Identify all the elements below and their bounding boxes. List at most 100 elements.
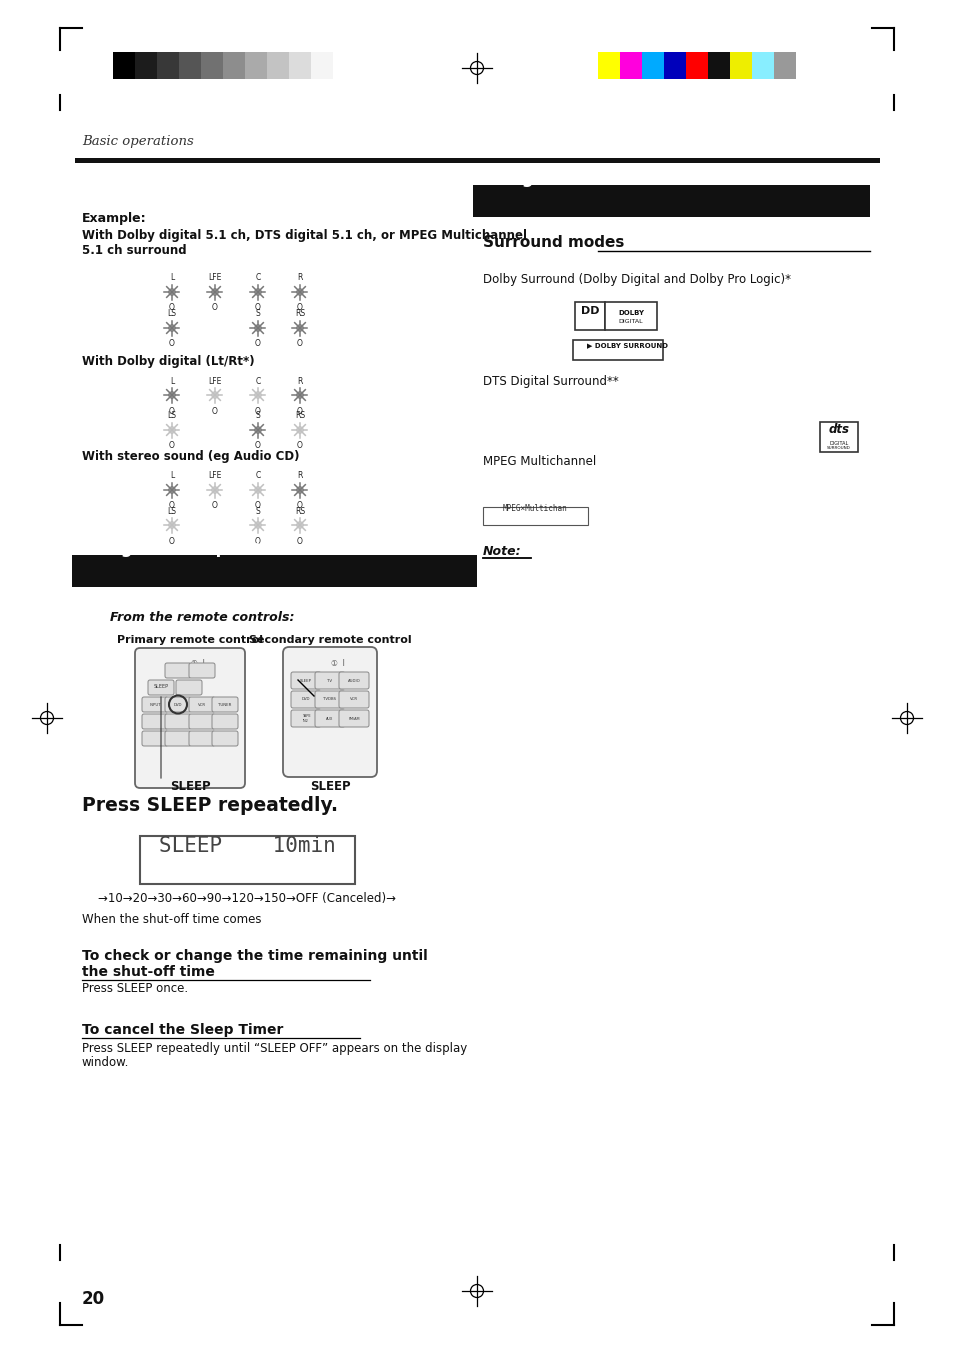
Bar: [311, 51, 333, 78]
Text: RS: RS: [294, 412, 305, 420]
Text: Basic operations: Basic operations: [82, 135, 193, 149]
Text: 20: 20: [82, 1290, 105, 1308]
Text: O: O: [254, 501, 261, 511]
FancyBboxPatch shape: [189, 697, 214, 712]
Text: ▶ DOLBY SURROUND: ▶ DOLBY SURROUND: [586, 342, 667, 349]
Text: SLEEP: SLEEP: [170, 780, 210, 793]
Text: O: O: [296, 536, 303, 546]
Bar: [641, 51, 663, 78]
FancyBboxPatch shape: [314, 690, 345, 708]
Text: S: S: [255, 412, 260, 420]
Text: MPEG Multichannel: MPEG Multichannel: [482, 455, 596, 467]
Text: O: O: [296, 304, 303, 312]
FancyBboxPatch shape: [291, 671, 320, 689]
Bar: [685, 51, 707, 78]
Bar: [289, 51, 311, 78]
Bar: [135, 51, 157, 78]
Text: window.: window.: [82, 1056, 130, 1069]
Bar: [112, 51, 135, 78]
Text: SLEEP    10min: SLEEP 10min: [158, 836, 335, 857]
Text: TVDBS: TVDBS: [323, 697, 336, 701]
Text: With Dolby digital 5.1 ch, DTS digital 5.1 ch, or MPEG Multichannel: With Dolby digital 5.1 ch, DTS digital 5…: [82, 230, 526, 242]
Text: Surround modes: Surround modes: [482, 235, 623, 250]
Text: R: R: [297, 273, 302, 282]
Text: Press SLEEP repeatedly.: Press SLEEP repeatedly.: [82, 796, 337, 815]
Text: C: C: [255, 471, 260, 481]
Text: 5.1 ch surround: 5.1 ch surround: [82, 245, 187, 257]
FancyBboxPatch shape: [189, 731, 214, 746]
Text: MPEG×Multichan: MPEG×Multichan: [502, 504, 567, 513]
Text: O: O: [169, 304, 174, 312]
Text: TV: TV: [327, 678, 333, 682]
Text: Press SLEEP repeatedly until “SLEEP OFF” appears on the display: Press SLEEP repeatedly until “SLEEP OFF”…: [82, 1042, 467, 1055]
Bar: [573, 340, 662, 359]
Text: Secondary remote control: Secondary remote control: [249, 635, 411, 644]
Text: INPUT: INPUT: [149, 703, 161, 707]
Text: S: S: [255, 309, 260, 319]
Text: O: O: [296, 339, 303, 349]
FancyBboxPatch shape: [148, 680, 173, 694]
Text: LFE: LFE: [208, 471, 221, 481]
Text: R: R: [297, 377, 302, 385]
Text: To check or change the time remaining until: To check or change the time remaining un…: [82, 948, 427, 963]
FancyBboxPatch shape: [165, 697, 191, 712]
Bar: [619, 51, 641, 78]
FancyBboxPatch shape: [142, 713, 168, 730]
Text: SURROUND: SURROUND: [826, 446, 850, 450]
Bar: [473, 185, 869, 218]
Bar: [75, 158, 879, 163]
Bar: [482, 507, 587, 526]
Text: C: C: [255, 377, 260, 385]
Text: L: L: [170, 273, 174, 282]
Text: O: O: [212, 304, 217, 312]
FancyBboxPatch shape: [165, 713, 191, 730]
Text: With Dolby digital (Lt/Rt*): With Dolby digital (Lt/Rt*): [82, 355, 254, 367]
Text: ①  I: ① I: [331, 658, 345, 667]
Text: dts: dts: [827, 423, 848, 436]
Text: TUNER: TUNER: [218, 703, 232, 707]
Text: When the shut-off time comes: When the shut-off time comes: [82, 913, 261, 925]
Text: O: O: [254, 339, 261, 349]
Text: FM/AM: FM/AM: [348, 716, 359, 720]
Text: SLEEP: SLEEP: [153, 685, 169, 689]
Text: LS: LS: [168, 507, 176, 516]
Text: O: O: [169, 536, 174, 546]
Text: DIGITAL: DIGITAL: [828, 440, 848, 446]
Text: VCR: VCR: [198, 703, 206, 707]
Text: AUDIO: AUDIO: [347, 678, 360, 682]
Text: O: O: [169, 407, 174, 416]
Bar: [773, 51, 795, 78]
Text: L: L: [170, 471, 174, 481]
Bar: [245, 51, 267, 78]
FancyBboxPatch shape: [314, 671, 345, 689]
FancyBboxPatch shape: [212, 731, 237, 746]
Text: ①  I: ① I: [191, 658, 205, 667]
FancyBboxPatch shape: [314, 711, 345, 727]
Text: O: O: [254, 304, 261, 312]
Text: LFE: LFE: [208, 377, 221, 385]
Text: O: O: [169, 339, 174, 349]
FancyBboxPatch shape: [175, 680, 202, 694]
Text: L: L: [170, 377, 174, 385]
Text: AUX: AUX: [326, 716, 334, 720]
Text: the shut-off time: the shut-off time: [82, 965, 214, 979]
Bar: [598, 51, 619, 78]
Text: O: O: [254, 407, 261, 416]
Bar: [575, 303, 604, 330]
FancyBboxPatch shape: [338, 711, 369, 727]
Text: TAPE
IN2: TAPE IN2: [301, 715, 310, 723]
Text: Example:: Example:: [82, 212, 147, 226]
Bar: [179, 51, 201, 78]
FancyBboxPatch shape: [291, 690, 320, 708]
Text: C: C: [255, 273, 260, 282]
FancyBboxPatch shape: [212, 697, 237, 712]
Bar: [729, 51, 751, 78]
Bar: [751, 51, 773, 78]
Text: O: O: [296, 442, 303, 450]
FancyBboxPatch shape: [189, 713, 214, 730]
FancyBboxPatch shape: [165, 731, 191, 746]
FancyBboxPatch shape: [189, 663, 214, 678]
Bar: [663, 51, 685, 78]
Bar: [820, 422, 857, 453]
Text: DOLBY: DOLBY: [618, 309, 643, 316]
